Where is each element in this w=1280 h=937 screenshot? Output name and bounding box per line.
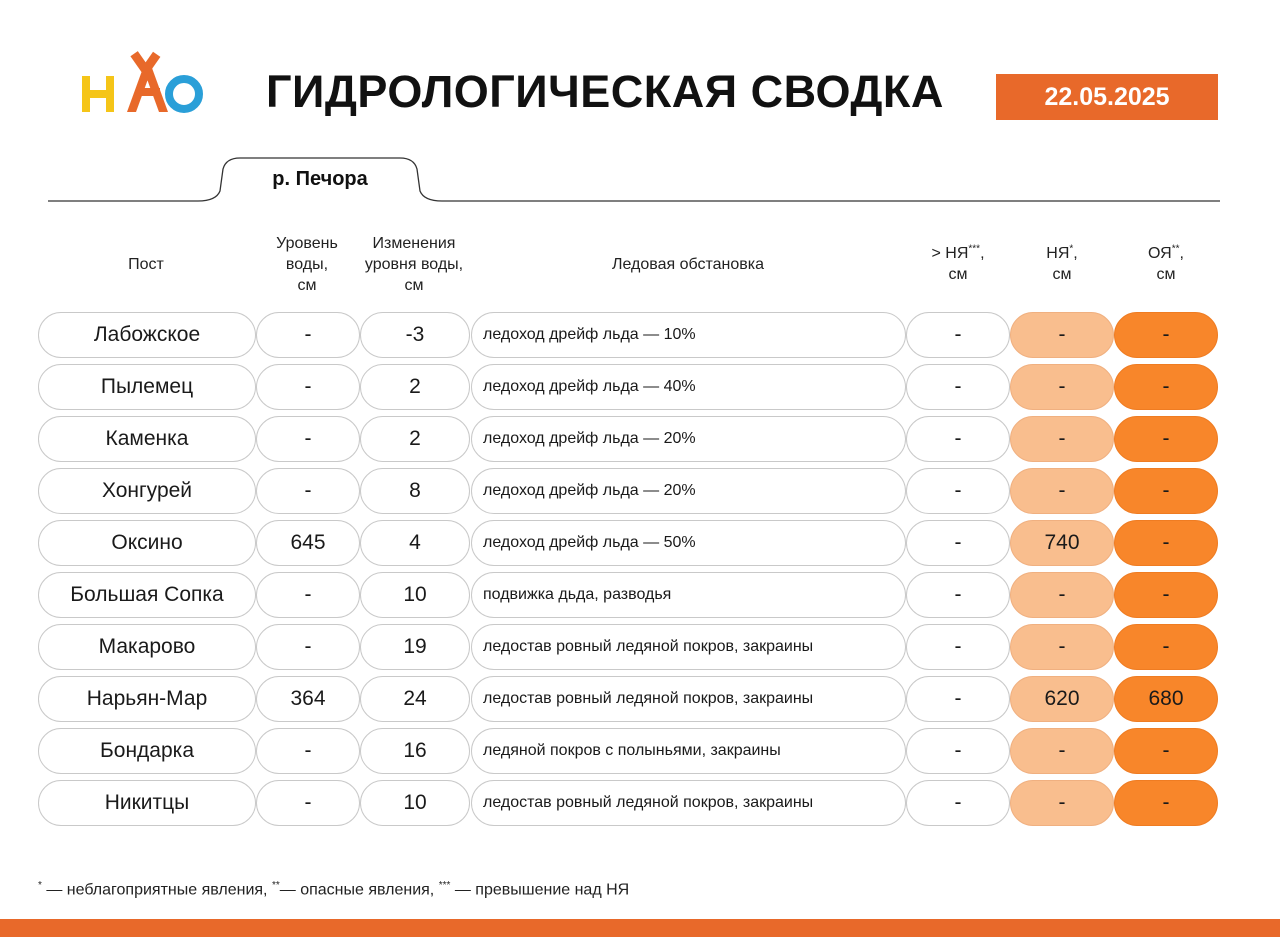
cell-ice: ледоход дрейф льда — 20% bbox=[471, 416, 906, 462]
cell-post: Макарово bbox=[38, 624, 256, 670]
cell-change: 16 bbox=[360, 728, 470, 774]
col-header-post: Пост bbox=[128, 255, 164, 273]
cell-nya: - bbox=[1010, 728, 1114, 774]
cell-change: 8 bbox=[360, 468, 470, 514]
cell-nya: 740 bbox=[1010, 520, 1114, 566]
table-row: Нарьян-Мар 364 24 ледостав ровный ледяно… bbox=[0, 676, 1280, 722]
cell-change: 10 bbox=[360, 780, 470, 826]
col-header-over-nya: > НЯ***, см bbox=[931, 243, 985, 283]
logo-letter-o bbox=[165, 75, 203, 113]
date-badge: 22.05.2025 bbox=[996, 74, 1218, 120]
cell-oya: - bbox=[1114, 364, 1218, 410]
cell-over-nya: - bbox=[906, 780, 1010, 826]
cell-level: - bbox=[256, 416, 360, 462]
cell-oya: - bbox=[1114, 728, 1218, 774]
cell-oya: - bbox=[1114, 468, 1218, 514]
cell-post: Лабожское bbox=[38, 312, 256, 358]
cell-change: 10 bbox=[360, 572, 470, 618]
cell-level: 364 bbox=[256, 676, 360, 722]
cell-level: - bbox=[256, 728, 360, 774]
cell-nya: - bbox=[1010, 468, 1114, 514]
cell-over-nya: - bbox=[906, 416, 1010, 462]
cell-nya: - bbox=[1010, 780, 1114, 826]
cell-nya: - bbox=[1010, 572, 1114, 618]
table-row: Макарово - 19 ледостав ровный ледяной по… bbox=[0, 624, 1280, 670]
cell-post: Большая Сопка bbox=[38, 572, 256, 618]
tab-river-pechora[interactable]: р. Печора bbox=[272, 168, 368, 190]
col-header-oya: ОЯ**, см bbox=[1148, 243, 1184, 283]
cell-level: - bbox=[256, 780, 360, 826]
cell-level: 645 bbox=[256, 520, 360, 566]
cell-over-nya: - bbox=[906, 624, 1010, 670]
cell-level: - bbox=[256, 364, 360, 410]
table-row: Лабожское - -3 ледоход дрейф льда — 10% … bbox=[0, 312, 1280, 358]
cell-oya: - bbox=[1114, 520, 1218, 566]
cell-level: - bbox=[256, 624, 360, 670]
cell-over-nya: - bbox=[906, 520, 1010, 566]
cell-post: Пылемец bbox=[38, 364, 256, 410]
cell-post: Никитцы bbox=[38, 780, 256, 826]
cell-nya: 620 bbox=[1010, 676, 1114, 722]
cell-post: Бондарка bbox=[38, 728, 256, 774]
cell-post: Нарьян-Мар bbox=[38, 676, 256, 722]
cell-post: Оксино bbox=[38, 520, 256, 566]
footnote: * — неблагоприятные явления, **— опасные… bbox=[38, 880, 630, 899]
cell-level: - bbox=[256, 572, 360, 618]
cell-level: - bbox=[256, 468, 360, 514]
table-row: Бондарка - 16 ледяной покров с полыньями… bbox=[0, 728, 1280, 774]
cell-oya: - bbox=[1114, 780, 1218, 826]
table-row: Никитцы - 10 ледостав ровный ледяной пок… bbox=[0, 780, 1280, 826]
cell-change: 24 bbox=[360, 676, 470, 722]
cell-oya: - bbox=[1114, 572, 1218, 618]
cell-over-nya: - bbox=[906, 468, 1010, 514]
river-tab-outline bbox=[48, 157, 1220, 202]
cell-ice: ледоход дрейф льда — 50% bbox=[471, 520, 906, 566]
cell-oya: 680 bbox=[1114, 676, 1218, 722]
cell-oya: - bbox=[1114, 624, 1218, 670]
cell-ice: ледостав ровный ледяной покров, закраины bbox=[471, 624, 906, 670]
cell-ice: ледоход дрейф льда — 20% bbox=[471, 468, 906, 514]
table-row: Хонгурей - 8 ледоход дрейф льда — 20% - … bbox=[0, 468, 1280, 514]
cell-change: 2 bbox=[360, 364, 470, 410]
cell-ice: ледоход дрейф льда — 10% bbox=[471, 312, 906, 358]
cell-oya: - bbox=[1114, 416, 1218, 462]
cell-over-nya: - bbox=[906, 364, 1010, 410]
table-row: Большая Сопка - 10 подвижка дьда, развод… bbox=[0, 572, 1280, 618]
cell-ice: ледостав ровный ледяной покров, закраины bbox=[471, 676, 906, 722]
cell-oya: - bbox=[1114, 312, 1218, 358]
page-title: ГИДРОЛОГИЧЕСКАЯ СВОДКА bbox=[266, 66, 944, 117]
cell-post: Каменка bbox=[38, 416, 256, 462]
cell-change: 2 bbox=[360, 416, 470, 462]
cell-nya: - bbox=[1010, 624, 1114, 670]
cell-over-nya: - bbox=[906, 572, 1010, 618]
table-row: Оксино 645 4 ледоход дрейф льда — 50% - … bbox=[0, 520, 1280, 566]
nao-logo bbox=[82, 51, 203, 113]
cell-nya: - bbox=[1010, 312, 1114, 358]
cell-over-nya: - bbox=[906, 676, 1010, 722]
logo-figure bbox=[127, 51, 168, 112]
logo-letter-n bbox=[82, 76, 114, 112]
cell-ice: подвижка дьда, разводья bbox=[471, 572, 906, 618]
col-header-ice: Ледовая обстановка bbox=[611, 255, 765, 273]
cell-nya: - bbox=[1010, 364, 1114, 410]
bottom-accent-bar bbox=[0, 919, 1280, 937]
cell-over-nya: - bbox=[906, 312, 1010, 358]
cell-level: - bbox=[256, 312, 360, 358]
cell-change: 4 bbox=[360, 520, 470, 566]
cell-ice: ледостав ровный ледяной покров, закраины bbox=[471, 780, 906, 826]
table-row: Пылемец - 2 ледоход дрейф льда — 40% - -… bbox=[0, 364, 1280, 410]
cell-change: 19 bbox=[360, 624, 470, 670]
cell-ice: ледоход дрейф льда — 40% bbox=[471, 364, 906, 410]
cell-nya: - bbox=[1010, 416, 1114, 462]
table-row: Каменка - 2 ледоход дрейф льда — 20% - -… bbox=[0, 416, 1280, 462]
col-header-level: Уровень воды, см bbox=[276, 234, 338, 294]
col-header-nya: НЯ*, см bbox=[1046, 243, 1078, 283]
cell-change: -3 bbox=[360, 312, 470, 358]
cell-ice: ледяной покров с полыньями, закраины bbox=[471, 728, 906, 774]
cell-over-nya: - bbox=[906, 728, 1010, 774]
col-header-change: Изменения уровня воды, см bbox=[364, 234, 464, 294]
cell-post: Хонгурей bbox=[38, 468, 256, 514]
